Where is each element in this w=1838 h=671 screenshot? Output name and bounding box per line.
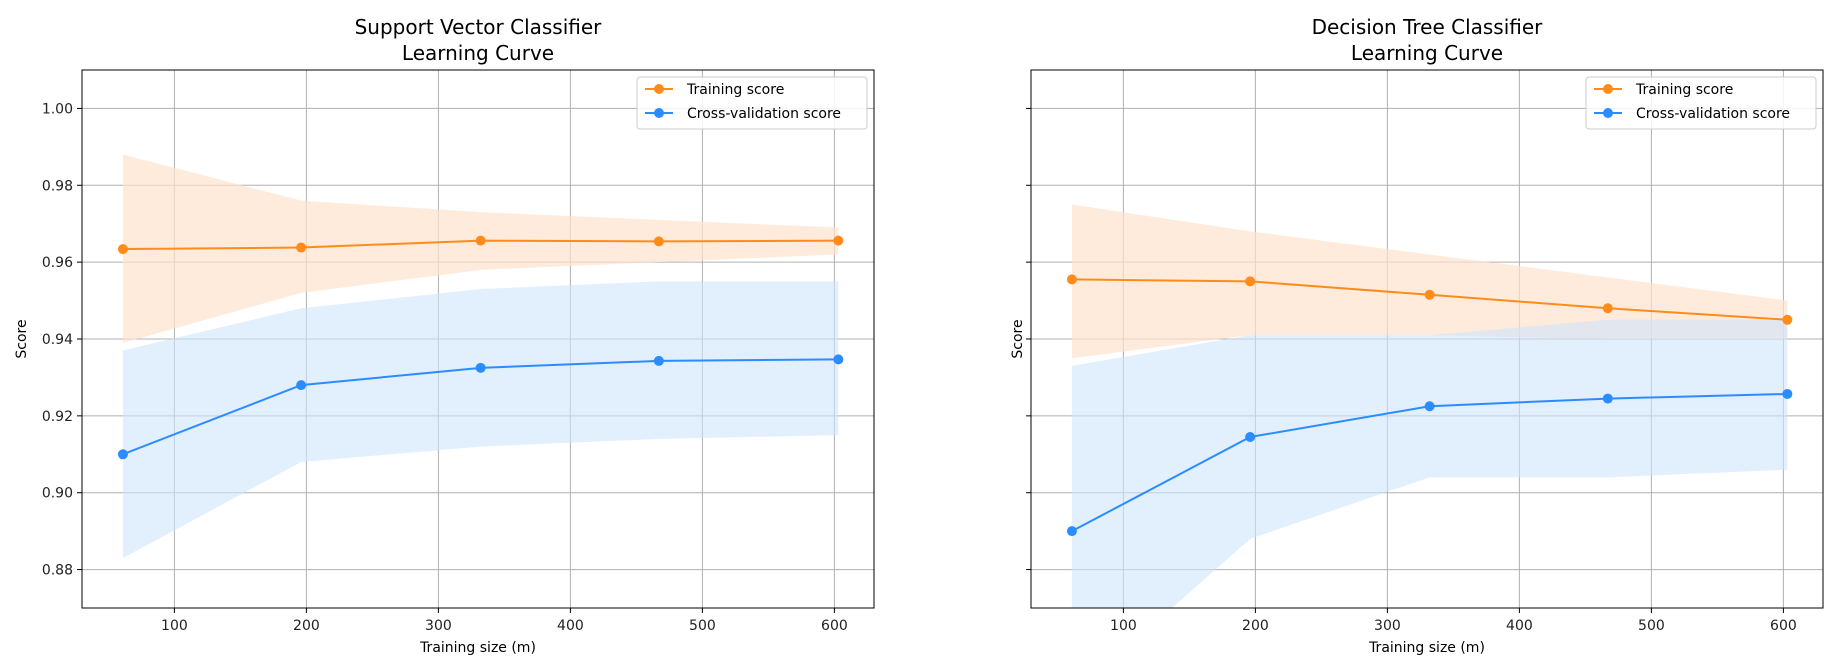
legend-training-marker [1603,84,1613,94]
y-tick-label: 0.98 [42,178,73,194]
y-axis-label: Score [14,319,30,358]
cv-score-point [653,355,664,366]
legend-training-label: Training score [686,82,784,98]
legend-training-marker [654,84,664,94]
legend-training-label: Training score [1635,82,1733,98]
chart-title-line-2: Learning Curve [402,41,554,65]
y-tick-label: 1.00 [42,101,73,117]
chart-title-line-1: Support Vector Classifier [355,15,603,39]
cv-score-point [1066,526,1077,537]
plot-area: 100 200 300 400 500 600 0.88 0.90 0.92 0.94 0.96 0.… [42,69,875,634]
y-tick-label: 0.92 [42,409,73,425]
cv-score-point [1245,431,1256,442]
training-score-point [1245,276,1256,287]
legend: Training score Cross-validation score [1585,76,1817,130]
cv-std-band [1071,319,1788,608]
chart-title-line-1: Decision Tree Classifier [1312,15,1544,39]
bands [122,154,839,559]
x-axis-label: Training size (m) [1368,640,1485,656]
x-tick-label: 400 [557,618,584,634]
cv-score-point [1424,401,1435,412]
training-score-point [1782,314,1793,325]
cv-std-band [122,281,839,559]
training-score-point [1066,274,1077,285]
x-tick-label: 300 [425,618,452,634]
y-tick-label: 0.96 [42,255,73,271]
training-std-band [122,154,839,343]
cv-score-point [475,362,486,373]
x-tick-label: 500 [1638,618,1665,634]
training-score-point [833,235,844,246]
x-axis-label: Training size (m) [419,640,536,656]
lines [1066,274,1793,537]
lines [117,235,844,460]
cv-score-point [117,449,128,460]
legend-cv-marker [654,108,664,118]
x-tick-label: 600 [1770,618,1797,634]
bands [1071,204,1788,608]
y-tick-label: 0.90 [42,486,73,502]
training-score-point [117,244,128,255]
x-tick-label: 400 [1506,618,1533,634]
training-score-point [475,235,486,246]
chart-decision-tree: Decision Tree Classifier Learning Curve … [1010,15,1824,656]
x-tick-label: 500 [689,618,716,634]
cv-score-point [833,354,844,365]
training-score-point [1424,289,1435,300]
x-tick-label: 300 [1374,618,1401,634]
y-tick-label: 0.94 [42,332,73,348]
training-score-point [653,236,664,247]
ticks: 100 200 300 400 500 600 0.88 0.90 0.92 0.94 0.96 0.… [42,101,848,634]
ticks: 100 200 300 400 500 600 [1026,107,1797,634]
cv-score-point [296,380,307,391]
legend-box [1585,76,1817,130]
x-tick-label: 200 [293,618,320,634]
y-axis-label: Score [1010,319,1026,358]
legend: Training score Cross-validation score [636,76,868,130]
cv-score-point [1602,393,1613,404]
legend-cv-marker [1603,108,1613,118]
chart-title-line-2: Learning Curve [1351,41,1503,65]
plot-area: 100 200 300 400 500 600 [1026,69,1824,634]
legend-cv-label: Cross-validation score [1636,106,1790,122]
training-score-point [1602,303,1613,314]
y-tick-label: 0.88 [42,563,73,579]
cv-score-point [1782,388,1793,399]
x-tick-label: 100 [1110,618,1137,634]
x-tick-label: 100 [161,618,188,634]
x-tick-label: 600 [821,618,848,634]
training-score-point [296,242,307,253]
legend-cv-label: Cross-validation score [687,106,841,122]
x-tick-label: 200 [1242,618,1269,634]
legend-box [636,76,868,130]
chart-svc: Support Vector Classifier Learning Curve… [14,15,875,656]
